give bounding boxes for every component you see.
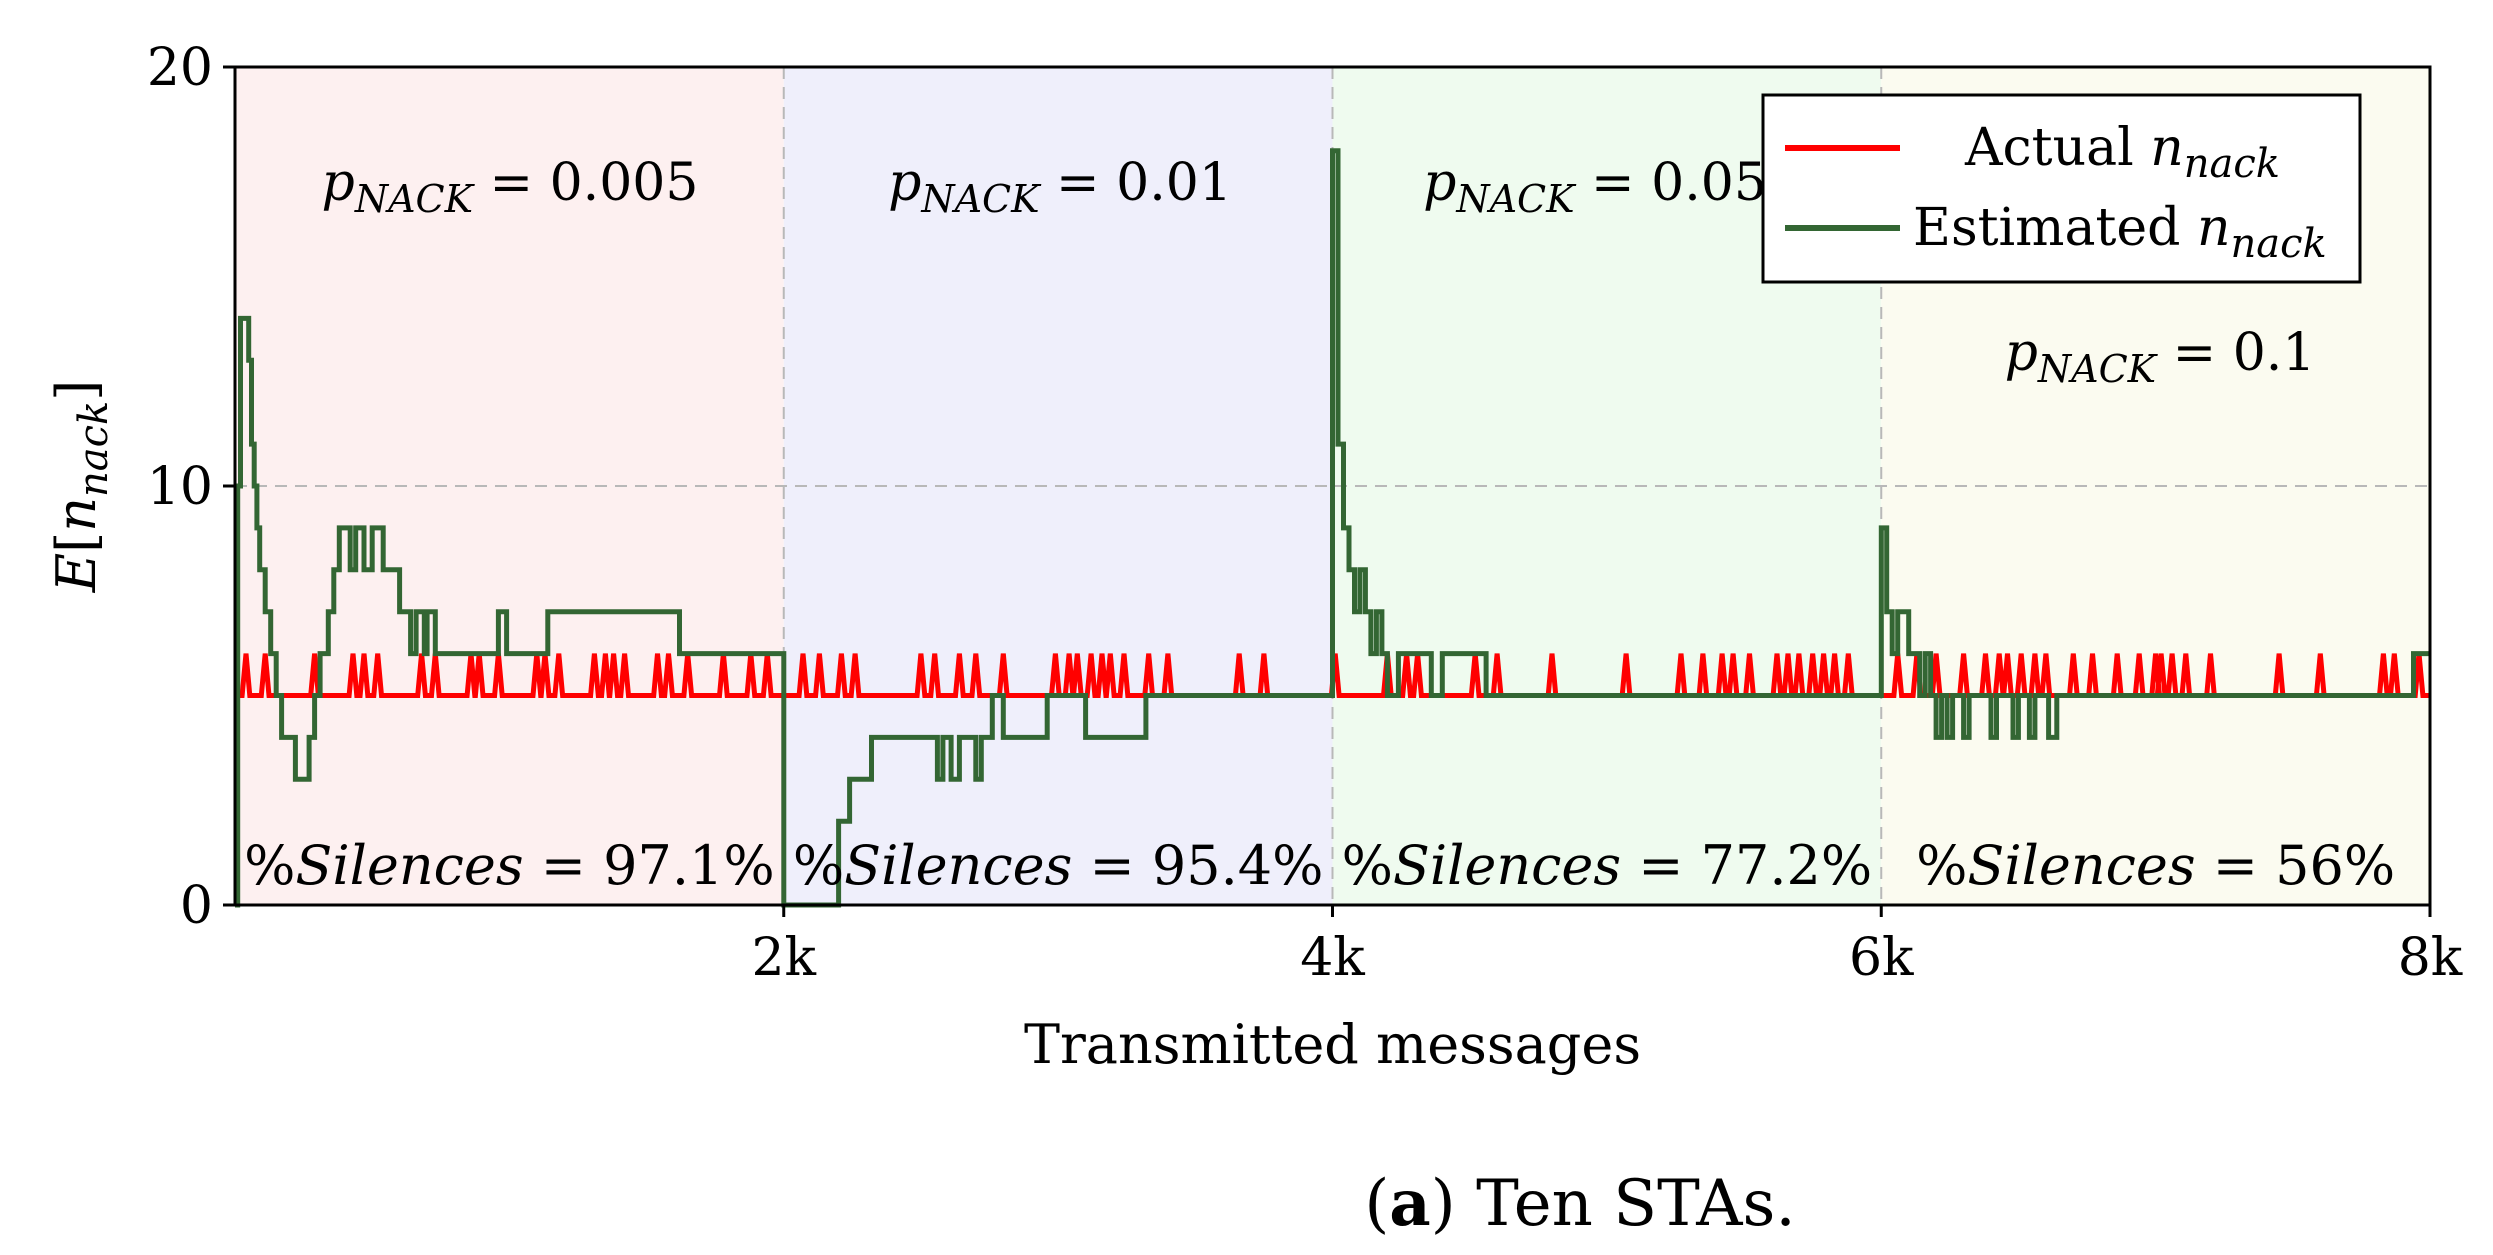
- caption-close-paren: ): [1431, 1167, 1476, 1241]
- p-nack-sub: NACK: [1455, 177, 1577, 221]
- legend-label-actual-var: n: [2150, 118, 2184, 178]
- p-nack-label: pNACK = 0.005: [322, 153, 699, 221]
- silence-prefix: %: [793, 834, 844, 897]
- p-nack-var: p: [1423, 153, 1456, 213]
- y-tick-label: 10: [147, 457, 213, 517]
- p-nack-var: p: [322, 153, 355, 213]
- silence-word: Silences: [844, 834, 1072, 897]
- y-axis-title: E[nnack]: [45, 380, 117, 594]
- p-nack-sub: NACK: [920, 177, 1042, 221]
- silence-label: %Silences = 56%: [1916, 834, 2395, 897]
- region-annotations: pNACK = 0.005%Silences = 97.1%pNACK = 0.…: [244, 153, 2395, 897]
- silence-value: = 97.1%: [524, 834, 775, 897]
- x-axis-ticks: 2k 4k 6k 8k: [751, 905, 2463, 988]
- legend-label-actual-text: Actual: [1964, 118, 2150, 178]
- legend-label-estimated-text: Estimated: [1913, 198, 2197, 258]
- estimated-series-group: [235, 148, 2430, 908]
- silence-word: Silences: [1967, 834, 2195, 897]
- silence-word: Silences: [295, 834, 523, 897]
- legend-label-estimated: Estimated nnack: [1913, 198, 2327, 267]
- y-axis-title-open: [: [45, 532, 108, 553]
- y-axis-title-sub: nack: [71, 401, 117, 497]
- figure-caption: (a) Ten STAs.: [1364, 1166, 1795, 1241]
- caption-text: Ten STAs.: [1476, 1167, 1796, 1241]
- y-axis-ticks: 0 10 20: [147, 38, 235, 936]
- p-nack-value: = 0.005: [473, 153, 699, 213]
- y-axis-title-base: E: [45, 553, 108, 593]
- p-nack-sub: NACK: [2037, 347, 2159, 391]
- silence-label: %Silences = 95.4%: [793, 834, 1324, 897]
- y-axis-title-var: n: [45, 497, 108, 532]
- legend: Actual nnack Estimated nnack: [1761, 93, 2362, 284]
- grid-lines: [235, 67, 2430, 905]
- estimated-series-line: [235, 148, 2430, 908]
- silence-value: = 56%: [2196, 834, 2396, 897]
- y-axis-title-close: ]: [45, 380, 108, 401]
- p-nack-value: = 0.1: [2156, 323, 2315, 383]
- p-nack-label: pNACK = 0.1: [2005, 323, 2316, 391]
- x-tick-label: 2k: [751, 928, 816, 988]
- legend-label-estimated-var: n: [2197, 198, 2231, 258]
- legend-box: [1761, 93, 2362, 284]
- y-tick-label: 0: [180, 876, 213, 936]
- silence-word: Silences: [1393, 834, 1621, 897]
- silence-label: %Silences = 97.1%: [244, 834, 775, 897]
- p-nack-sub: NACK: [354, 177, 476, 221]
- p-nack-label: pNACK = 0.05: [1423, 153, 1767, 221]
- x-tick-label: 6k: [1849, 928, 1914, 988]
- legend-label-actual-sub: nack: [2184, 141, 2280, 187]
- x-axis-title: Transmitted messages: [1024, 1013, 1641, 1076]
- p-nack-label: pNACK = 0.01: [888, 153, 1232, 221]
- silence-label: %Silences = 77.2%: [1342, 834, 1873, 897]
- caption-label: a: [1389, 1166, 1430, 1241]
- p-nack-value: = 0.05: [1575, 153, 1767, 213]
- silence-prefix: %: [1916, 834, 1967, 897]
- silence-prefix: %: [1342, 834, 1393, 897]
- caption-open-paren: (: [1364, 1167, 1389, 1241]
- legend-label-actual: Actual nnack: [1964, 118, 2280, 187]
- p-nack-value: = 0.01: [1040, 153, 1232, 213]
- silence-prefix: %: [244, 834, 295, 897]
- x-tick-label: 8k: [2398, 928, 2463, 988]
- silence-value: = 95.4%: [1072, 834, 1323, 897]
- p-nack-var: p: [888, 153, 921, 213]
- x-tick-label: 4k: [1300, 928, 1365, 988]
- p-nack-var: p: [2005, 323, 2038, 383]
- silence-value: = 77.2%: [1621, 834, 1872, 897]
- legend-label-estimated-sub: nack: [2230, 221, 2326, 267]
- y-tick-label: 20: [147, 38, 213, 98]
